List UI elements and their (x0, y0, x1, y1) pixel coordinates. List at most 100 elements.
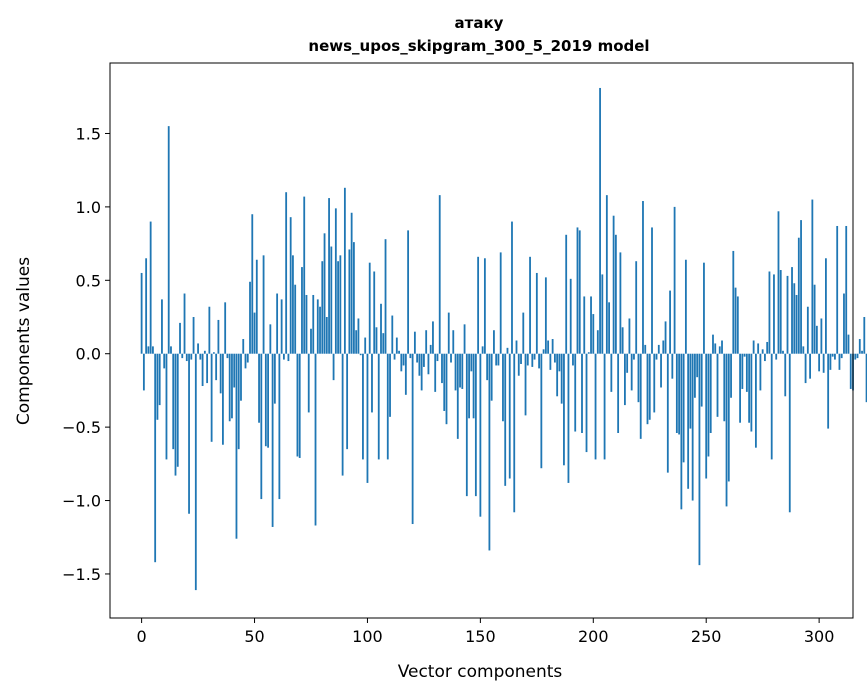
bar-114 (398, 350, 400, 354)
bar-275 (761, 349, 764, 354)
bar-205 (603, 353, 606, 460)
bar-306 (831, 353, 834, 357)
bar-69 (296, 353, 299, 457)
bar-6 (154, 353, 157, 563)
bar-158 (497, 353, 500, 366)
bar-186 (560, 353, 563, 404)
bar-3 (147, 346, 150, 354)
bar-284 (782, 350, 784, 354)
bar-227 (653, 353, 656, 413)
bar-303 (825, 258, 827, 354)
bar-203 (599, 87, 601, 354)
bar-270 (750, 353, 753, 432)
bar-93 (350, 212, 353, 354)
bar-320 (863, 317, 866, 354)
bar-194 (578, 230, 581, 354)
bar-129 (432, 321, 434, 354)
y-tick-label-3: 0.0 (76, 345, 101, 364)
bar-267 (743, 353, 746, 357)
bar-147 (472, 353, 475, 419)
bar-218 (633, 353, 635, 360)
bar-71 (301, 267, 303, 354)
bar-148 (474, 353, 477, 497)
bar-180 (547, 340, 550, 354)
bar-253 (712, 334, 714, 354)
bar-317 (856, 353, 859, 359)
bar-187 (563, 353, 565, 466)
bar-288 (791, 267, 793, 354)
bar-17 (179, 322, 181, 354)
bar-141 (459, 353, 461, 388)
bar-77 (314, 353, 317, 526)
bar-107 (382, 333, 385, 354)
bar-72 (303, 196, 306, 354)
bar-257 (721, 340, 723, 354)
y-tick-label-2: −0.5 (62, 418, 101, 437)
bar-222 (642, 201, 644, 354)
bar-84 (330, 246, 333, 354)
bar-196 (583, 296, 586, 354)
bar-100 (366, 353, 369, 483)
bar-171 (526, 353, 529, 366)
bar-50 (253, 312, 256, 354)
bar-184 (556, 353, 559, 397)
plot-frame (109, 62, 854, 619)
y-tick-label-6: 1.5 (76, 124, 101, 143)
bar-110 (389, 353, 391, 417)
bar-138 (452, 330, 455, 354)
bar-63 (282, 353, 285, 360)
bar-106 (380, 303, 382, 354)
bar-296 (809, 353, 811, 379)
bar-37 (224, 302, 227, 354)
bar-79 (319, 306, 321, 354)
bar-35 (219, 353, 222, 394)
bar-231 (662, 340, 665, 354)
bar-2 (145, 258, 148, 354)
bar-274 (759, 353, 762, 391)
bar-236 (673, 206, 676, 354)
bar-195 (581, 353, 583, 433)
bar-53 (260, 353, 263, 500)
bar-102 (371, 353, 373, 413)
bar-15 (174, 353, 177, 476)
bar-117 (404, 353, 407, 395)
bar-168 (520, 353, 522, 364)
bar-305 (829, 353, 832, 370)
bar-70 (298, 353, 301, 458)
bar-151 (481, 346, 484, 354)
bar-132 (438, 195, 441, 354)
bar-51 (255, 259, 258, 354)
bar-216 (628, 318, 631, 354)
bar-38 (226, 353, 229, 359)
bar-47 (246, 353, 249, 363)
bar-271 (752, 340, 755, 354)
bar-115 (400, 353, 403, 372)
bar-88 (339, 255, 342, 354)
y-axis-ticks: −1.5 −1.0 −0.5 0.0 0.5 1.0 1.5 (62, 124, 110, 584)
bar-76 (312, 294, 315, 354)
bar-221 (639, 353, 642, 439)
bar-56 (267, 353, 269, 448)
bar-189 (567, 353, 570, 483)
bar-144 (465, 353, 468, 497)
chart-subtitle: news_upos_skipgram_300_5_2019 model (308, 37, 649, 55)
bar-242 (687, 353, 690, 489)
bar-59 (273, 353, 276, 404)
bar-7 (156, 353, 159, 420)
bar-73 (305, 294, 308, 354)
bar-163 (508, 353, 511, 479)
x-tick-label-300: 300 (804, 627, 835, 646)
y-axis-label: Components values (14, 257, 34, 425)
bar-27 (201, 353, 204, 387)
bar-112 (393, 353, 396, 360)
bar-199 (590, 296, 592, 354)
bar-266 (741, 353, 744, 389)
bar-14 (172, 353, 175, 450)
bar-290 (795, 294, 798, 354)
bar-120 (411, 353, 414, 525)
bar-157 (495, 353, 498, 366)
bar-285 (784, 353, 787, 397)
bar-150 (479, 353, 482, 517)
bar-161 (504, 353, 507, 486)
